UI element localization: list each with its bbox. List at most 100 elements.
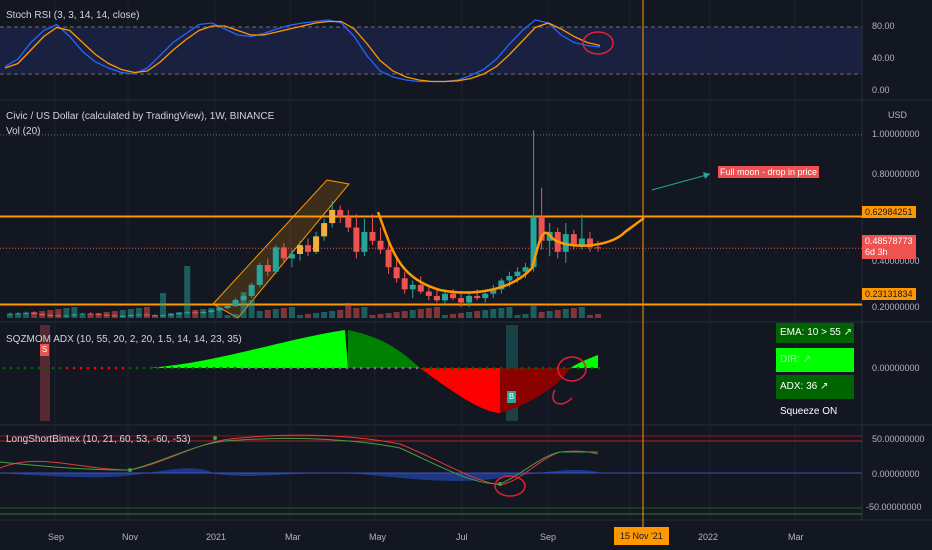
volume-bar-58 xyxy=(474,311,481,318)
sqz-dot-4 xyxy=(2,366,6,370)
volume-bar-40 xyxy=(329,311,336,318)
volume-bar-48 xyxy=(393,312,400,318)
candle-body-58 xyxy=(474,295,481,299)
sqz-dot-508 xyxy=(506,366,510,370)
time-label-sep-2020: Sep xyxy=(48,532,65,542)
candle-body-27 xyxy=(224,306,231,309)
volume-bar-37 xyxy=(305,314,312,318)
stoch-k-line xyxy=(4,19,601,83)
crosshair-date-label: 15 Nov '21 xyxy=(614,527,669,545)
volume-bar-57 xyxy=(466,312,473,318)
volume-bar-38 xyxy=(313,313,320,318)
volume-bar-32 xyxy=(264,310,271,318)
sqz-dot-473 xyxy=(471,366,475,370)
volume-bar-22 xyxy=(184,266,191,318)
lsb-highlight-circle xyxy=(494,475,526,497)
volume-bar-47 xyxy=(385,313,392,318)
table-dir: DIR: ↗ xyxy=(776,348,854,372)
candle-body-43 xyxy=(353,227,360,252)
lsb-title: LongShortBimex (10, 21, 60, 53, -60, -53… xyxy=(6,434,191,445)
volume-bar-18 xyxy=(151,315,158,318)
volume-bar-45 xyxy=(369,315,376,318)
candle-body-11 xyxy=(95,314,102,316)
candle-body-32 xyxy=(264,265,271,272)
volume-bar-68 xyxy=(554,310,561,318)
candle-body-1 xyxy=(15,313,22,315)
time-label-jul-2021: Jul xyxy=(456,532,468,542)
sqz-dot-32 xyxy=(30,366,34,370)
lsb-cross-dot-3 xyxy=(498,482,502,486)
sqz-dot-116 xyxy=(114,366,118,370)
sqz-dot-536 xyxy=(534,366,538,370)
sqz-dot-550 xyxy=(548,366,552,370)
volume-bar-54 xyxy=(441,315,448,318)
time-label-mar-2021: Mar xyxy=(285,532,301,542)
volume-bar-67 xyxy=(546,311,553,318)
currency-label[interactable]: USD xyxy=(888,110,908,120)
sqz-dot-424 xyxy=(422,366,426,370)
candle-body-65 xyxy=(530,216,537,268)
volume-bar-19 xyxy=(160,293,167,318)
sqz-dot-165 xyxy=(163,366,167,370)
volume-bar-0 xyxy=(7,315,13,318)
full-moon-annotation[interactable]: Full moon - drop in price xyxy=(718,166,820,178)
volume-bar-63 xyxy=(514,315,521,318)
sqz-dot-592 xyxy=(590,366,594,370)
sqz-dot-109 xyxy=(107,366,111,370)
volume-bar-6 xyxy=(55,309,62,318)
candle-body-55 xyxy=(450,293,457,299)
last-price-tag: 0.48578773 6d 3h xyxy=(862,235,916,259)
sqz-bear-area xyxy=(420,368,500,413)
stoch-tick-80: 80.00 xyxy=(872,21,895,31)
volume-bar-49 xyxy=(401,311,408,318)
sqz-dot-389 xyxy=(387,366,391,370)
sqz-dot-431 xyxy=(429,366,433,370)
volume-bar-71 xyxy=(578,307,585,318)
stoch-tick-0: 0.00 xyxy=(872,85,890,95)
sqz-dot-326 xyxy=(324,366,328,370)
volume-bar-30 xyxy=(248,300,255,318)
sqz-dot-452 xyxy=(450,366,454,370)
time-label-nov-2020: Nov xyxy=(122,532,139,542)
sqz-sell-bar xyxy=(40,325,50,421)
sqz-dot-11 xyxy=(9,366,13,370)
sqz-dot-60 xyxy=(58,366,62,370)
candle-body-44 xyxy=(361,231,368,252)
stoch-tick-40: 40.00 xyxy=(872,53,895,63)
volume-bar-62 xyxy=(506,307,513,318)
candle-body-28 xyxy=(232,299,239,307)
candle-body-14 xyxy=(119,315,126,317)
sqz-dot-46 xyxy=(44,366,48,370)
price-title: Civic / US Dollar (calculated by Trading… xyxy=(6,111,275,122)
candle-body-40 xyxy=(329,209,336,224)
candle-body-64 xyxy=(522,267,529,272)
stoch-rsi-title: Stoch RSI (3, 3, 14, 14, close) xyxy=(6,10,140,21)
sqz-dot-578 xyxy=(576,366,580,370)
sqz-dot-130 xyxy=(128,366,132,370)
sqz-dot-298 xyxy=(296,366,300,370)
sqz-dot-543 xyxy=(541,366,545,370)
time-label-2021: 2021 xyxy=(206,532,227,542)
last-price-value: 0.48578773 xyxy=(865,236,913,246)
sqz-dot-179 xyxy=(177,366,181,370)
time-label-sep-2021: Sep xyxy=(540,532,557,542)
candle-body-57 xyxy=(466,295,473,303)
sqz-bear-fade-area xyxy=(500,368,570,413)
sqz-dot-200 xyxy=(198,366,202,370)
volume-bar-44 xyxy=(361,307,368,318)
volume-bar-70 xyxy=(570,308,577,318)
sqz-dot-375 xyxy=(373,366,377,370)
candle-body-10 xyxy=(87,313,94,315)
lsb-green-line xyxy=(0,437,598,485)
candle-body-60 xyxy=(490,289,497,294)
sqz-dot-438 xyxy=(436,366,440,370)
volume-bar-28 xyxy=(232,314,239,318)
sqz-dot-599 xyxy=(597,366,601,370)
time-label-2022: 2022 xyxy=(698,532,719,542)
sqz-dot-368 xyxy=(366,366,370,370)
sqz-dot-515 xyxy=(513,366,517,370)
candle-body-66 xyxy=(538,216,545,241)
volume-bar-11 xyxy=(95,313,102,318)
time-label-mar-2022: Mar xyxy=(788,532,804,542)
volume-bar-42 xyxy=(345,303,352,318)
